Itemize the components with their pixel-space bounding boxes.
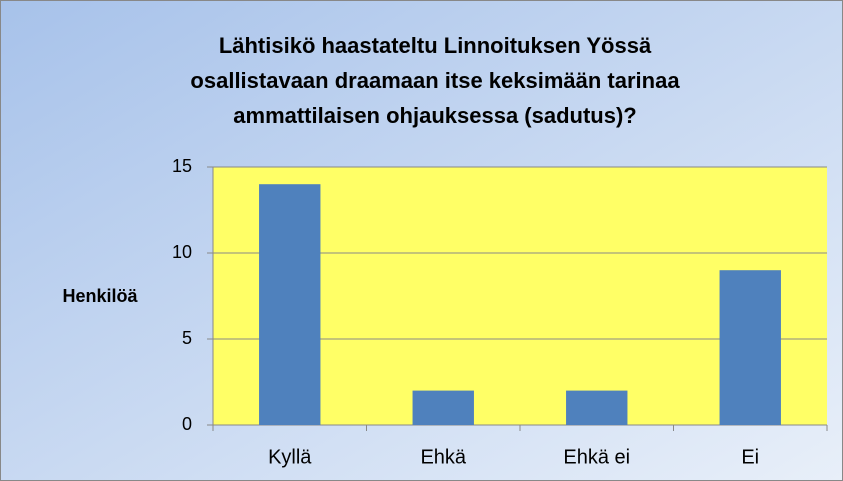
y-axis-title: Henkilöä xyxy=(62,286,138,306)
y-tick-label: 0 xyxy=(182,414,192,434)
bar xyxy=(566,390,628,425)
y-tick-label: 5 xyxy=(182,328,192,348)
x-tick-label: Ehkä ei xyxy=(563,446,630,468)
bar xyxy=(412,390,474,425)
y-tick-label: 10 xyxy=(172,242,192,262)
y-tick-label: 15 xyxy=(172,156,192,176)
chart-title: osallistavaan draamaan itse keksimään ta… xyxy=(190,68,680,93)
chart-title: Lähtisikö haastateltu Linnoituksen Yössä xyxy=(219,33,652,58)
x-tick-label: Ei xyxy=(741,446,759,468)
bar xyxy=(259,184,321,425)
x-tick-label: Kyllä xyxy=(268,446,312,468)
bar xyxy=(719,270,781,425)
chart-title: ammattilaisen ohjauksessa (sadutus)? xyxy=(233,103,636,128)
x-tick-label: Ehkä xyxy=(420,446,466,468)
